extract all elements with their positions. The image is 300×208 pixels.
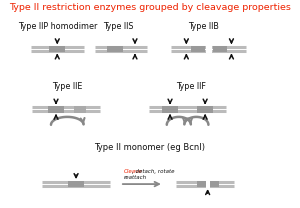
Bar: [191, 46, 205, 52]
Text: Type IIS: Type IIS: [103, 22, 134, 31]
Bar: [206, 180, 210, 188]
Bar: [74, 106, 86, 113]
Bar: [197, 106, 213, 113]
Text: Type IIB: Type IIB: [188, 22, 219, 31]
Text: Type II monomer (eg BcnI): Type II monomer (eg BcnI): [94, 143, 206, 152]
Bar: [213, 46, 227, 52]
Text: Type II restriction enzymes grouped by cleavage properties: Type II restriction enzymes grouped by c…: [9, 3, 291, 12]
Text: Type IIE: Type IIE: [52, 82, 82, 91]
Bar: [49, 46, 65, 52]
Bar: [206, 45, 212, 53]
Text: , detach, rotate: , detach, rotate: [132, 169, 174, 174]
Bar: [162, 106, 178, 113]
Bar: [48, 106, 64, 113]
Bar: [209, 181, 219, 187]
Text: Type IIP homodimer: Type IIP homodimer: [18, 22, 97, 31]
Text: reattach: reattach: [124, 175, 147, 180]
Bar: [107, 46, 123, 52]
Text: Type IIF: Type IIF: [176, 82, 206, 91]
Bar: [196, 181, 206, 187]
Text: Cleave: Cleave: [124, 169, 142, 174]
Bar: [68, 181, 84, 187]
